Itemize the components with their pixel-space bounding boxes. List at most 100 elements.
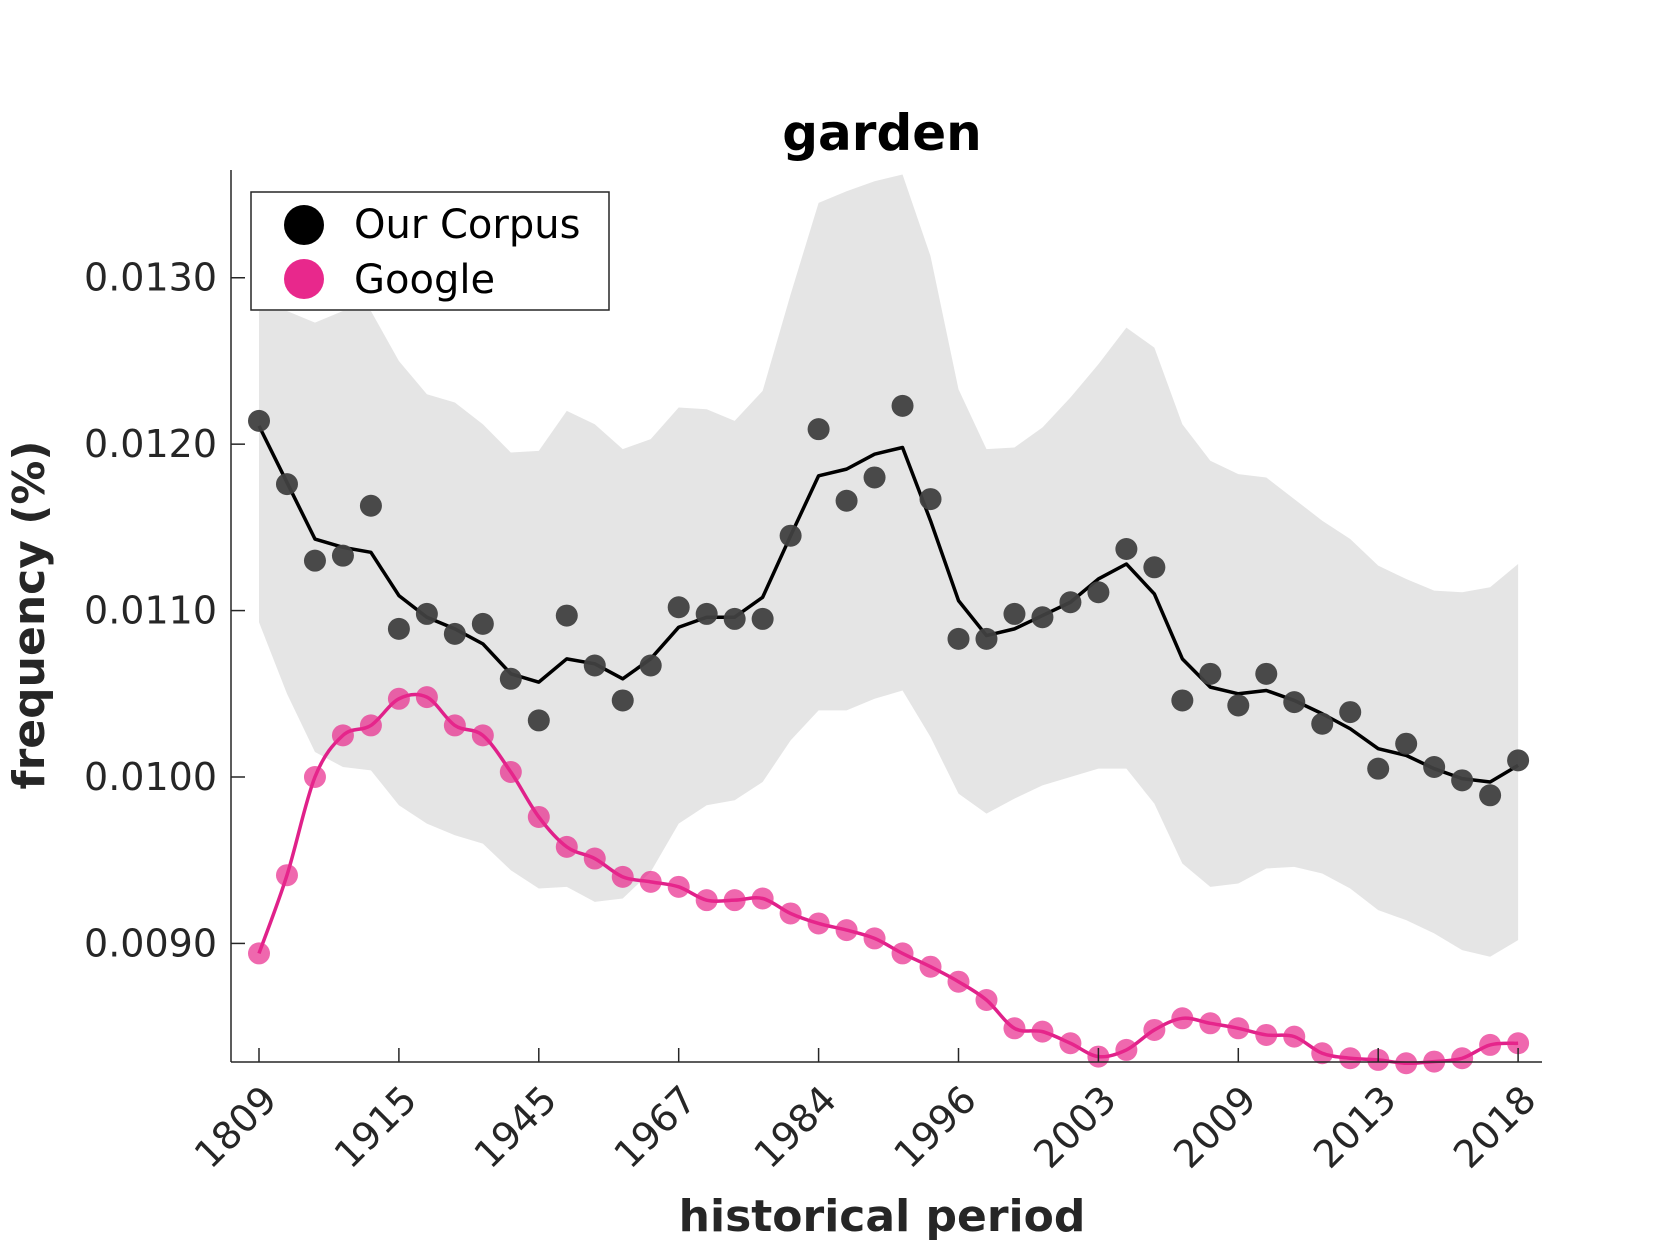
google-point: [891, 942, 914, 965]
our-corpus-point: [919, 488, 942, 511]
x-axis-title: historical period: [679, 1191, 1086, 1242]
google-point: [583, 847, 606, 870]
google-point: [499, 761, 522, 784]
google-point: [751, 887, 774, 910]
our-corpus-point: [667, 596, 690, 619]
x-ticks: 1809 1915 1945 1967 1984 1996 2003 2009 2013 2018: [186, 1048, 1545, 1177]
our-corpus-point: [1367, 757, 1390, 780]
google-point: [1115, 1038, 1138, 1061]
y-tick-label: 0.0120: [84, 422, 217, 466]
our-corpus-point: [863, 466, 886, 489]
our-corpus-point: [1031, 606, 1054, 629]
google-point: [611, 865, 634, 888]
google-point: [1227, 1017, 1250, 1040]
google-point: [527, 805, 550, 828]
our-corpus-point: [1171, 689, 1194, 712]
our-corpus-point: [583, 654, 606, 677]
our-corpus-point: [1143, 556, 1166, 579]
our-corpus-point: [443, 622, 466, 645]
legend: Our Corpus Google: [250, 191, 610, 311]
x-tick-label: 1984: [745, 1077, 845, 1177]
our-corpus-confidence-band: [259, 174, 1519, 957]
google-point: [779, 902, 802, 925]
x-tick-label: 1915: [326, 1077, 426, 1177]
google-point: [1059, 1032, 1082, 1055]
y-tick-label: 0.0110: [84, 589, 217, 633]
google-point: [443, 714, 466, 737]
google-point: [1255, 1023, 1278, 1046]
google-point: [1003, 1017, 1026, 1040]
our-corpus-point: [1115, 538, 1138, 561]
google-point: [387, 687, 410, 710]
google-point: [471, 724, 494, 747]
our-corpus-point: [639, 654, 662, 677]
google-point: [1171, 1007, 1194, 1030]
our-corpus-point: [331, 544, 354, 567]
legend-marker-our-corpus: [284, 205, 324, 245]
our-corpus-point: [1507, 749, 1530, 772]
legend-marker-google: [284, 259, 324, 299]
google-point: [1283, 1025, 1306, 1048]
our-corpus-point: [248, 409, 270, 432]
our-corpus-point: [611, 689, 634, 712]
y-axis-title: frequency (%): [4, 440, 55, 789]
legend-label-our-corpus: Our Corpus: [354, 202, 580, 248]
our-corpus-point: [723, 607, 746, 630]
our-corpus-point: [415, 602, 438, 625]
google-point: [1479, 1033, 1502, 1056]
x-tick-label: 2009: [1165, 1077, 1265, 1177]
our-corpus-point: [779, 524, 802, 547]
google-point: [947, 970, 970, 993]
google-point: [1199, 1012, 1222, 1035]
our-corpus-point: [555, 604, 578, 627]
google-point: [695, 889, 718, 912]
our-corpus-point: [807, 418, 830, 441]
google-point: [1339, 1047, 1362, 1070]
y-tick-label: 0.0100: [84, 755, 217, 799]
google-point: [359, 714, 382, 737]
google-point: [1143, 1018, 1166, 1041]
our-corpus-point: [1311, 712, 1334, 735]
our-corpus-point: [527, 709, 550, 732]
x-tick-label: 2018: [1445, 1077, 1545, 1177]
google-point: [667, 875, 690, 898]
our-corpus-point: [975, 627, 998, 650]
google-point: [303, 766, 326, 788]
google-point: [1031, 1020, 1054, 1043]
legend-label-google: Google: [354, 257, 495, 303]
google-point: [1311, 1042, 1334, 1065]
our-corpus-point: [471, 612, 494, 635]
our-corpus-point: [275, 473, 298, 496]
google-point: [975, 989, 998, 1012]
our-corpus-point: [1059, 591, 1082, 614]
our-corpus-point: [695, 602, 718, 625]
google-point: [415, 686, 438, 709]
google-point: [863, 927, 886, 950]
axes: [230, 170, 1542, 1063]
google-point: [723, 889, 746, 912]
our-corpus-point: [835, 489, 858, 512]
our-corpus-point: [387, 617, 410, 640]
our-corpus-point: [359, 494, 382, 517]
our-corpus-point: [1339, 701, 1362, 724]
data-point-layer: [248, 394, 1530, 1075]
y-ticks: 0.0090 0.0100 0.0110 0.0120 0.0130: [84, 256, 245, 965]
our-corpus-point: [1199, 662, 1222, 685]
our-corpus-point: [947, 627, 970, 650]
x-tick-label: 2013: [1305, 1077, 1405, 1177]
google-point: [248, 942, 270, 965]
google-point: [1395, 1052, 1418, 1075]
our-corpus-point: [1003, 602, 1026, 625]
x-tick-label: 1996: [885, 1077, 985, 1177]
our-corpus-point: [499, 667, 522, 690]
google-point: [1507, 1032, 1530, 1055]
google-point: [555, 835, 578, 858]
google-point: [331, 724, 354, 747]
x-tick-label: 2003: [1025, 1077, 1125, 1177]
our-corpus-smooth-line: [257, 425, 1519, 784]
our-corpus-point: [1283, 691, 1306, 714]
y-tick-label: 0.0130: [84, 256, 217, 300]
google-point: [639, 870, 662, 893]
google-point: [1451, 1047, 1474, 1070]
